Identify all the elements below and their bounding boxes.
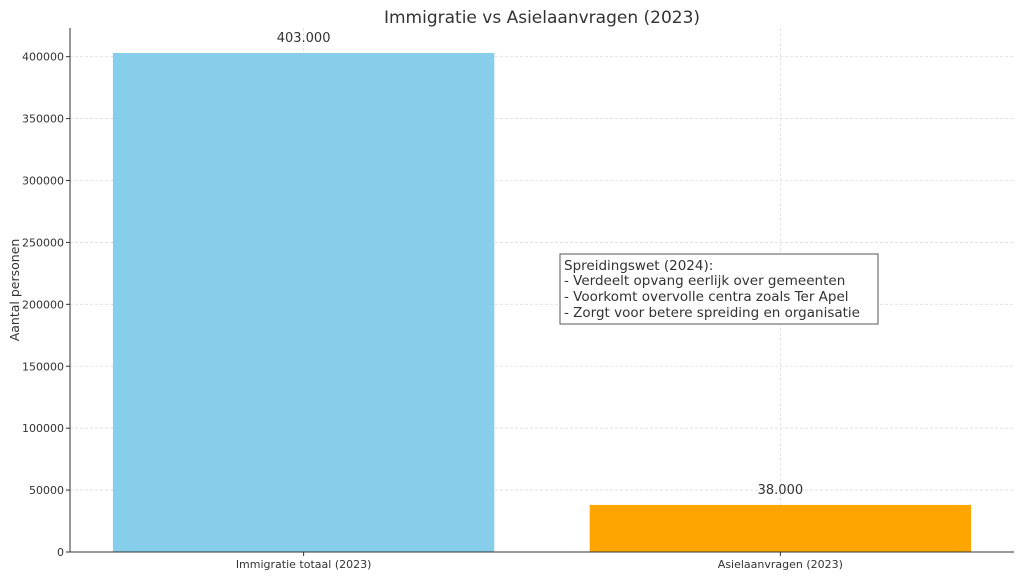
bar	[112, 52, 495, 552]
annotation-line: - Zorgt voor betere spreiding en organis…	[564, 305, 860, 321]
x-tick-label: Immigratie totaal (2023)	[236, 558, 372, 571]
bars: 403.000 38.000	[112, 31, 972, 552]
bar	[589, 504, 972, 552]
y-tick-label: 250000	[22, 236, 64, 249]
data-label: 38.000	[758, 483, 804, 498]
y-tick-label: 0	[57, 546, 64, 559]
y-tick-label: 400000	[22, 51, 64, 64]
y-axis-label: Aantal personen	[7, 239, 22, 342]
data-label: 403.000	[277, 31, 331, 46]
y-tick-label: 50000	[29, 484, 64, 497]
annotation-line: - Verdeelt opvang eerlijk over gemeenten	[564, 273, 845, 289]
y-tick-label: 300000	[22, 175, 64, 188]
y-tick-label: 100000	[22, 422, 64, 435]
annotation-line: - Voorkomt overvolle centra zoals Ter Ap…	[564, 289, 849, 305]
y-tick-label: 350000	[22, 113, 64, 126]
y-axis-ticks: 0 50000 100000 150000 200000 250000 300000 3500…	[22, 51, 70, 559]
annotation-box: Spreidingswet (2024): - Verdeelt opvang …	[559, 253, 879, 325]
chart-title: Immigratie vs Asielaanvragen (2023)	[384, 8, 700, 28]
annotation-line: Spreidingswet (2024):	[564, 258, 713, 274]
y-tick-label: 200000	[22, 298, 64, 311]
x-tick-label: Asielaanvragen (2023)	[718, 558, 843, 571]
y-tick-label: 150000	[22, 360, 64, 373]
x-axis-ticks: Immigratie totaal (2023) Asielaanvragen (…	[236, 552, 843, 571]
